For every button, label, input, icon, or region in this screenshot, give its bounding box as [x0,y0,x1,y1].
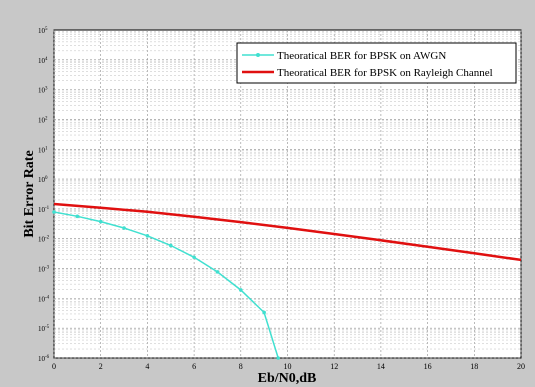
legend-label-awgn: Theoratical BER for BPSK on AWGN [277,50,446,62]
series-point-awgn [239,288,243,292]
x-axis-ticks: 0 2 4 6 8 10 12 14 16 18 20 [52,362,525,371]
x-tick-label: 2 [99,362,103,371]
legend-label-rayleigh: Theoratical BER for BPSK on Rayleigh Cha… [277,67,493,79]
y-tick-label: 10-4 [38,295,50,303]
series-point-awgn [262,310,266,315]
x-tick-label: 4 [145,362,149,371]
y-tick-label: 104 [38,57,48,65]
x-tick-label: 0 [52,362,56,371]
legend: Theoratical BER for BPSK on AWGN Theorat… [236,42,517,84]
y-tick-label: 103 [38,87,48,95]
series-point-awgn [75,214,80,219]
y-tick-label: 102 [38,116,48,124]
x-tick-label: 20 [517,362,525,371]
series-layer [52,202,521,360]
x-tick-label: 16 [424,362,432,371]
y-axis-ticks: 10-6 10-5 10-4 10-3 10-2 10-1 100 101 102 103 104 1… [38,27,50,363]
legend-box [236,42,517,84]
x-tick-label: 12 [330,362,338,371]
y-tick-label: 105 [38,27,48,35]
series-point-awgn [215,270,220,274]
y-tick-label: 10-5 [38,325,50,333]
x-tick-label: 6 [192,362,196,371]
y-tick-label: 101 [38,146,48,154]
x-tick-label: 8 [239,362,243,371]
y-tick-label: 10-3 [38,266,50,274]
x-axis-label: Eb/N0,dB [258,371,317,386]
series-point-awgn [98,219,103,224]
series-line-rayleigh [54,202,521,262]
series-point-awgn [145,234,150,238]
y-axis-label: Bit Error Rate [22,150,37,237]
y-tick-label: 100 [38,176,48,184]
series-point-awgn [52,210,56,214]
series-point-awgn [192,255,196,260]
x-tick-label: 14 [377,362,385,371]
x-tick-label: 10 [284,362,292,371]
series-point-awgn [168,243,173,248]
y-tick-label: 10-1 [38,206,50,214]
legend-marker-awgn [256,53,260,57]
y-tick-label: 10-6 [38,355,50,363]
series-point-awgn [276,356,280,360]
series-point-awgn [122,226,126,230]
x-tick-label: 18 [470,362,478,371]
y-tick-label: 10-2 [38,236,50,244]
